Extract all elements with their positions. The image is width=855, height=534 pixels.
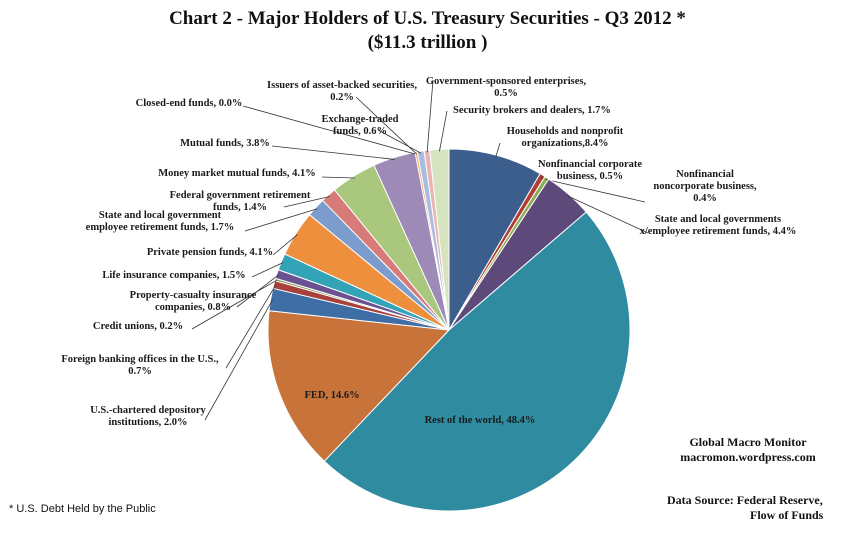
leader-line-exchange-traded-funds-0-6 xyxy=(377,129,422,154)
pie-slice-security-brokers-and-dealers-1-7 xyxy=(429,148,450,331)
leader-line-credit-unions-0-2 xyxy=(191,279,278,330)
leader-line-households-and-nonprofit-organizations-8 xyxy=(495,142,501,158)
slice-label-foreign-banking-offices-in-the-u-s-0-7: Foreign banking offices in the U.S., 0.7% xyxy=(61,354,219,377)
slice-label-issuers-of-asset-backed-securities-0-2: Issuers of asset-backed securities, 0.2% xyxy=(267,80,417,103)
chart-title: Chart 2 - Major Holders of U.S. Treasury… xyxy=(169,8,686,29)
slice-label-property-casualty-insurance-companies-0-: Property-casualty insurance companies, 0.… xyxy=(130,290,257,313)
data-source-line1: Data Source: Federal Reserve, xyxy=(667,493,823,507)
leader-line-foreign-banking-offices-in-the-u-s-0-7 xyxy=(225,284,277,369)
footnote: * U.S. Debt Held by the Public xyxy=(9,503,156,515)
slice-label-closed-end-funds-0-0: Closed-end funds, 0.0% xyxy=(136,98,243,109)
slice-label-security-brokers-and-dealers-1-7: Security brokers and dealers, 1.7% xyxy=(453,105,611,116)
slice-label-nonfinancial-corporate-business-0-5: Nonfinancial corporate business, 0.5% xyxy=(538,159,642,182)
leader-line-nonfinancial-noncorporate-business-0-4 xyxy=(545,179,646,203)
slice-label-mutual-funds-3-8: Mutual funds, 3.8% xyxy=(180,138,270,149)
slice-label-fed-14-6: FED, 14.6% xyxy=(304,390,359,401)
slice-label-state-and-local-governments-x-employee-r: State and local governments x/employee re… xyxy=(640,214,797,237)
data-source: Data Source: Federal Reserve, Flow of Fu… xyxy=(667,493,847,523)
slice-label-nonfinancial-noncorporate-business-0-4: Nonfinancial noncorporate business, 0.4% xyxy=(653,169,757,204)
slice-label-government-sponsored-enterprises-0-5: Government-sponsored enterprises, 0.5% xyxy=(426,76,587,99)
leader-line-private-pension-funds-4-1 xyxy=(272,234,298,256)
data-source-line2: Flow of Funds xyxy=(750,508,824,522)
leader-line-property-casualty-insurance-companies-0- xyxy=(236,274,280,308)
brand-name: Global Macro Monitor xyxy=(689,435,807,449)
leader-line-government-sponsored-enterprises-0-5 xyxy=(426,79,434,153)
leader-line-life-insurance-companies-1-5 xyxy=(251,262,284,278)
leader-line-security-brokers-and-dealers-1-7 xyxy=(439,110,448,152)
leader-line-mutual-funds-3-8 xyxy=(271,145,395,160)
leader-line-issuers-of-asset-backed-securities-0-2 xyxy=(355,96,417,155)
leader-line-u-s-chartered-depository-institutions-2- xyxy=(204,299,273,421)
leader-line-federal-government-retirement-funds-1-4 xyxy=(283,196,330,208)
slice-label-credit-unions-0-2: Credit unions, 0.2% xyxy=(93,321,183,332)
slice-label-u-s-chartered-depository-institutions-2-: U.S.-chartered depository institutions, 2… xyxy=(90,405,206,428)
leader-line-state-and-local-governments-x-employee-r xyxy=(567,195,649,234)
slice-label-money-market-mutual-funds-4-1: Money market mutual funds, 4.1% xyxy=(158,168,316,179)
brand-url: macromon.wordpress.com xyxy=(680,450,816,464)
slice-label-exchange-traded-funds-0-6: Exchange-traded funds, 0.6% xyxy=(322,114,399,137)
leader-line-closed-end-funds-0-0 xyxy=(242,105,416,155)
pie-slice-fed-14-6 xyxy=(267,310,451,462)
pie-slice-rest-of-the-world-48-4 xyxy=(323,211,631,512)
leader-line-state-and-local-government-employee-reti xyxy=(244,208,318,232)
slice-label-households-and-nonprofit-organizations-8: Households and nonprofit organizations,8.… xyxy=(507,126,624,149)
brand-block: Global Macro Monitor macromon.wordpress.… xyxy=(658,435,838,465)
chart-subtitle: ($11.3 trillion ) xyxy=(367,32,488,53)
slice-label-private-pension-funds-4-1: Private pension funds, 4.1% xyxy=(147,247,273,258)
leader-line-money-market-mutual-funds-4-1 xyxy=(321,176,355,179)
slice-label-federal-government-retirement-funds-1-4: Federal government retirement funds, 1.4% xyxy=(170,190,311,213)
slice-label-rest-of-the-world-48-4: Rest of the world, 48.4% xyxy=(425,415,536,426)
slice-label-life-insurance-companies-1-5: Life insurance companies, 1.5% xyxy=(102,270,245,281)
slice-label-state-and-local-government-employee-reti: State and local government employee retir… xyxy=(86,210,235,233)
